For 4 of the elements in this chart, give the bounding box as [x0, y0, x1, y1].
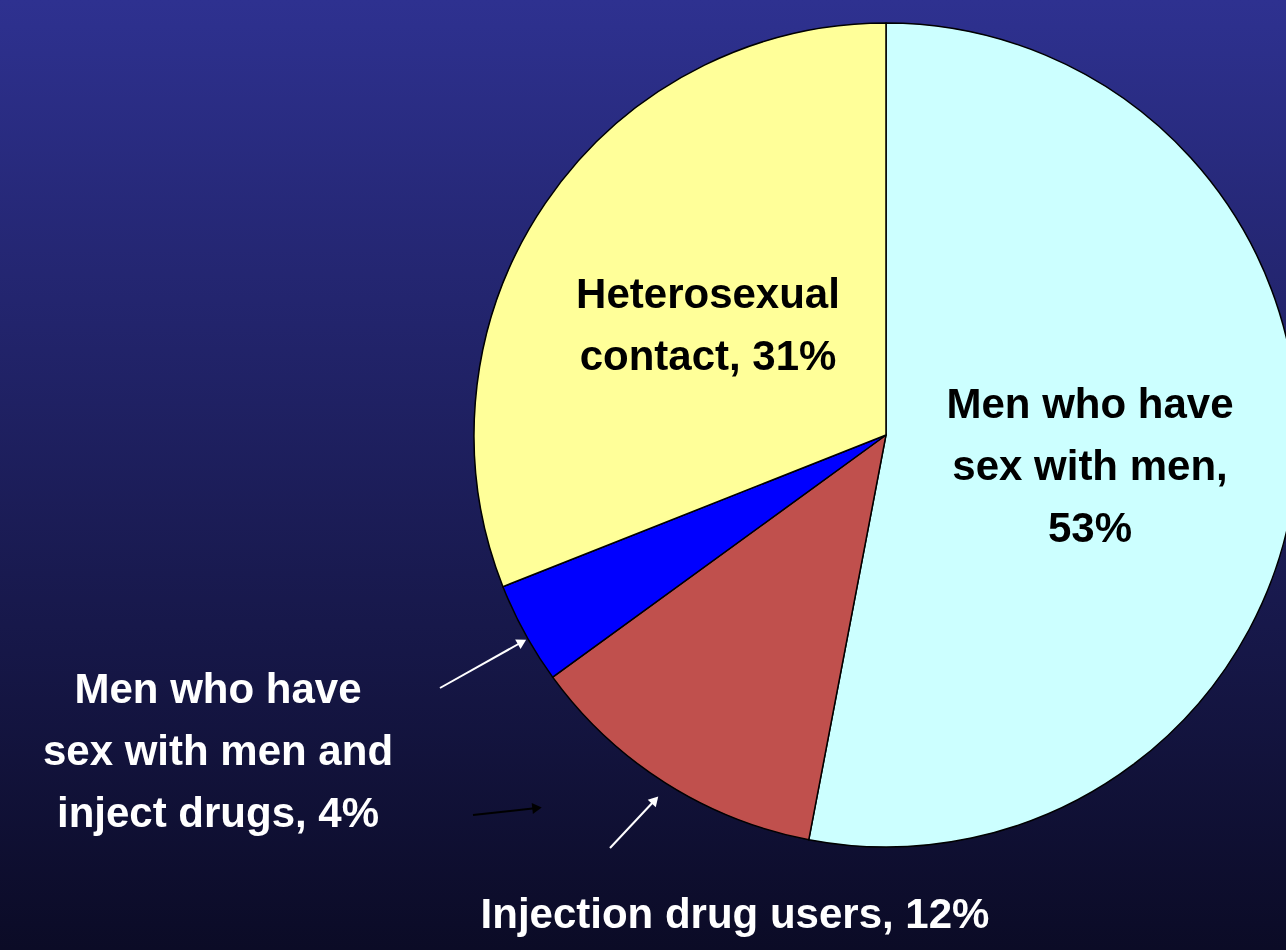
slice-label: Injection drug users, 12% — [480, 890, 990, 937]
slice-label: Heterosexual contact, 31% — [576, 270, 840, 379]
slice-label: Men who have sex with men and inject drugs, 4% — [42, 665, 394, 836]
slice-label: Men who have sex with men, 53% — [946, 380, 1234, 551]
